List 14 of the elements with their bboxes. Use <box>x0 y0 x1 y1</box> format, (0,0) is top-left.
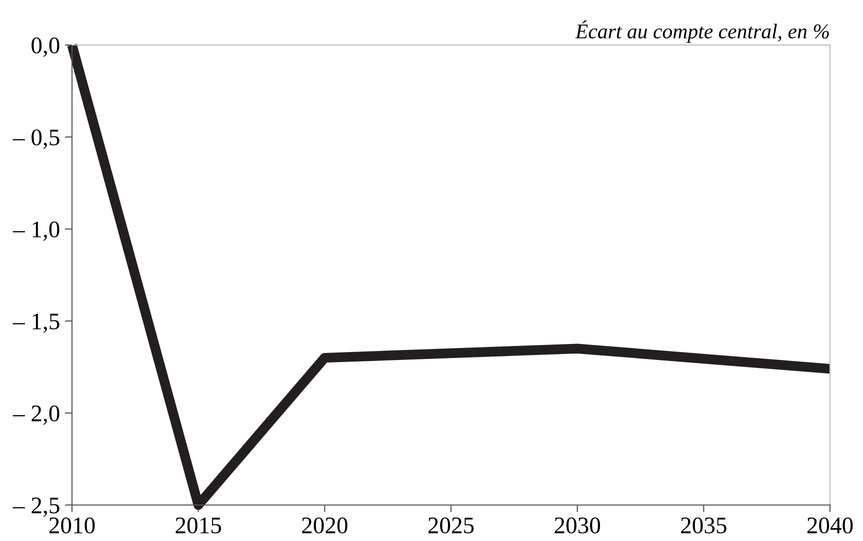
x-tick-label: 2030 <box>554 517 600 534</box>
x-tick-label: 2020 <box>302 517 348 534</box>
x-tick-label: 2015 <box>176 517 222 534</box>
y-tick-label: 0,0 <box>32 37 60 57</box>
x-tick-label: 2010 <box>49 517 95 534</box>
y-tick-label: – 1,5 <box>12 314 60 333</box>
y-tick-label: – 1,0 <box>12 221 60 241</box>
y-axis-title: Écart au compte central, en % <box>575 20 829 43</box>
x-tick-label: 2035 <box>681 517 726 534</box>
x-tick-label: 2040 <box>807 517 853 534</box>
x-tick-label: 2025 <box>428 517 474 534</box>
y-tick-label: – 2,5 <box>12 498 60 517</box>
y-tick-label: – 2,0 <box>12 405 60 425</box>
y-tick-label: – 0,5 <box>12 129 60 149</box>
